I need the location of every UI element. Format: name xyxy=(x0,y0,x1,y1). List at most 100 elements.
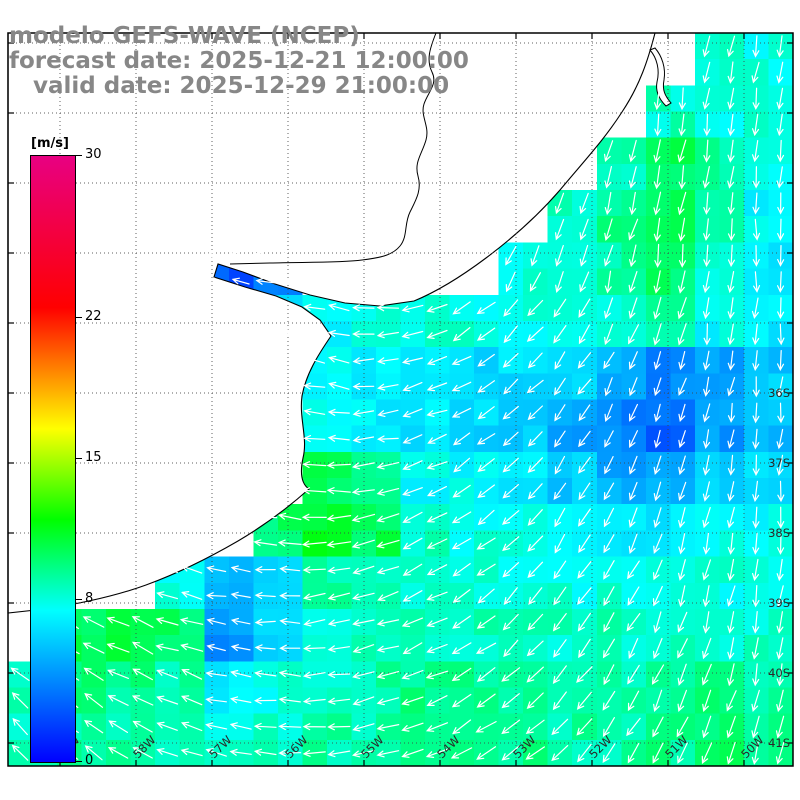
wind-arrow xyxy=(277,539,302,547)
wind-arrow xyxy=(701,663,712,686)
wind-arrow xyxy=(402,434,423,444)
wind-arrow xyxy=(678,243,686,268)
wind-arrow xyxy=(401,696,424,706)
wind-arrow xyxy=(554,430,566,448)
wind-arrow xyxy=(526,666,544,683)
wind-arrow xyxy=(727,323,735,346)
wind-arrow xyxy=(326,540,352,548)
wind-arrow xyxy=(352,436,375,443)
wind-arrow xyxy=(376,331,399,339)
wind-arrow xyxy=(752,585,760,608)
wind-arrow xyxy=(752,376,760,398)
wind-arrow xyxy=(627,586,640,606)
wind-arrow xyxy=(402,408,423,418)
wind-arrow xyxy=(156,591,178,600)
wind-arrow xyxy=(678,113,686,137)
wind-arrow xyxy=(302,487,327,495)
wind-arrow xyxy=(604,270,612,294)
wind-arrow xyxy=(604,377,613,397)
wind-arrow xyxy=(426,564,448,576)
wind-arrow xyxy=(555,271,564,293)
wind-arrow xyxy=(603,664,615,686)
wind-arrow xyxy=(628,377,638,397)
wind-arrow xyxy=(578,324,590,345)
wind-arrow xyxy=(653,689,663,713)
wind-arrow xyxy=(181,669,203,680)
wind-arrow xyxy=(602,638,615,659)
wind-arrow xyxy=(503,378,519,395)
wind-arrow xyxy=(654,243,662,268)
wind-arrow xyxy=(255,277,275,285)
wind-arrow xyxy=(652,716,664,738)
wind-arrow xyxy=(554,507,566,528)
wind-arrow xyxy=(503,587,518,605)
wind-arrow xyxy=(205,696,227,704)
wind-arrow xyxy=(206,251,226,259)
wind-arrow xyxy=(255,303,275,313)
wind-arrow xyxy=(752,113,760,137)
wind-arrow xyxy=(627,560,640,580)
wind-arrow xyxy=(604,218,613,241)
wind-arrow xyxy=(352,671,375,679)
wind-arrow xyxy=(578,534,591,553)
wind-arrow xyxy=(777,506,785,529)
wind-arrow xyxy=(726,715,736,739)
wind-arrow xyxy=(627,690,640,712)
wind-arrow xyxy=(775,715,785,739)
wind-arrow xyxy=(107,747,129,759)
wind-arrow xyxy=(777,271,785,293)
wind-arrow xyxy=(653,507,662,529)
wind-arrow xyxy=(302,566,326,574)
wind-arrow xyxy=(677,139,687,163)
wind-arrow xyxy=(352,723,375,732)
wind-arrow xyxy=(626,613,641,632)
wind-arrow xyxy=(131,695,154,706)
wind-arrow xyxy=(505,245,517,266)
wind-arrow xyxy=(678,481,687,502)
wind-arrow xyxy=(577,561,592,579)
wind-arrow xyxy=(652,742,664,764)
wind-arrow xyxy=(678,455,686,476)
wind-arrow xyxy=(726,690,737,712)
wind-arrow xyxy=(628,481,638,501)
wind-arrow xyxy=(303,329,326,338)
wind-arrow xyxy=(654,403,661,423)
wind-arrow xyxy=(180,748,203,757)
wind-arrow xyxy=(776,637,784,660)
wind-arrow xyxy=(425,670,449,680)
wind-arrow xyxy=(555,245,564,267)
wind-arrow xyxy=(604,140,614,163)
wind-arrow xyxy=(777,245,785,267)
wind-arrow xyxy=(628,166,637,189)
wind-arrow xyxy=(777,532,785,555)
wind-arrow xyxy=(727,506,735,529)
wind-arrow xyxy=(752,140,760,163)
wind-arrow xyxy=(702,689,712,713)
wind-arrow xyxy=(352,304,375,312)
wind-arrow xyxy=(579,192,589,215)
wind-arrow xyxy=(776,689,784,713)
wind-arrow xyxy=(327,750,351,758)
wind-arrow xyxy=(653,270,661,294)
wind-arrow xyxy=(427,433,447,444)
wind-arrow xyxy=(553,560,567,580)
wind-arrow xyxy=(629,430,638,449)
wind-arrow xyxy=(425,748,449,758)
wind-arrow xyxy=(576,718,593,736)
wind-arrow xyxy=(450,747,473,759)
wind-arrow xyxy=(602,743,616,764)
wind-arrow xyxy=(527,405,543,421)
wind-arrow xyxy=(503,639,519,658)
wind-arrow xyxy=(303,435,326,443)
lat-label: 39S xyxy=(768,596,790,610)
wind-arrow xyxy=(777,350,785,372)
wind-arrow xyxy=(425,722,448,732)
wind-arrow xyxy=(326,487,351,495)
wind-arrow xyxy=(526,379,544,394)
wind-arrow xyxy=(553,298,567,318)
wind-arrow xyxy=(303,644,326,652)
wind-arrow xyxy=(628,297,638,320)
wind-arrow xyxy=(502,405,519,420)
wind-arrow xyxy=(376,619,400,627)
wind-arrow xyxy=(501,719,521,735)
